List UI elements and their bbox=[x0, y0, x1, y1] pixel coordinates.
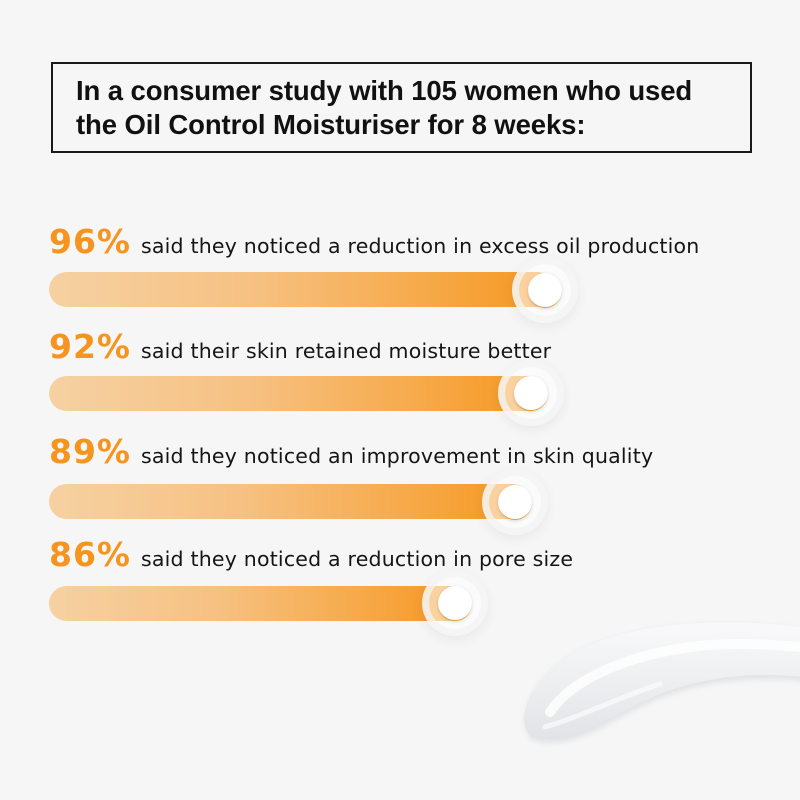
headline-box: In a consumer study with 105 women who u… bbox=[51, 62, 752, 153]
stat-bar-3 bbox=[49, 484, 530, 519]
stat-percent: 89% bbox=[49, 432, 131, 471]
stat-description: said their skin retained moisture better bbox=[141, 339, 552, 363]
stat-percent: 92% bbox=[49, 327, 131, 366]
stat-percent: 86% bbox=[49, 535, 131, 574]
stat-description: said they noticed a reduction in excess … bbox=[141, 234, 700, 258]
slider-knob-2 bbox=[514, 376, 548, 411]
stat-bar-2 bbox=[49, 376, 548, 411]
stat-description: said they noticed a reduction in pore si… bbox=[141, 547, 574, 571]
headline-text: In a consumer study with 105 women who u… bbox=[76, 74, 740, 142]
stat-bar-1 bbox=[49, 272, 555, 307]
stat-label-3: 89% said they noticed an improvement in … bbox=[49, 432, 653, 471]
stat-label-4: 86% said they noticed a reduction in por… bbox=[49, 535, 573, 574]
stat-label-2: 92% said their skin retained moisture be… bbox=[49, 327, 551, 366]
slider-knob-4 bbox=[438, 586, 472, 621]
slider-knob-3 bbox=[498, 485, 532, 520]
stat-bar-4 bbox=[49, 586, 467, 621]
slider-knob-1 bbox=[528, 273, 562, 308]
headline-line-1: In a consumer study with 105 women who u… bbox=[76, 75, 693, 106]
cream-swatch-image bbox=[524, 622, 800, 743]
headline-line-2: the Oil Control Moisturiser for 8 weeks: bbox=[76, 109, 586, 140]
stat-description: said they noticed an improvement in skin… bbox=[141, 444, 654, 468]
stat-percent: 96% bbox=[49, 222, 131, 261]
stat-label-1: 96% said they noticed a reduction in exc… bbox=[49, 222, 699, 261]
